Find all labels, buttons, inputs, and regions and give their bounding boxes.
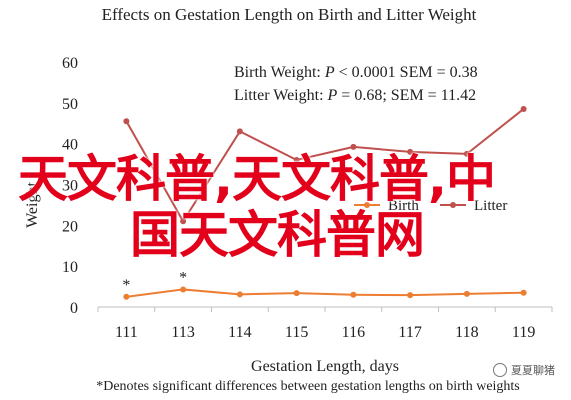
stats-line: Birth Weight: P < 0.0001 SEM = 0.38	[234, 64, 478, 81]
data-point-birth	[350, 291, 357, 298]
data-point-birth	[123, 293, 130, 300]
x-tick-label: 113	[171, 324, 194, 341]
footnote: *Denotes significant differences between…	[96, 379, 520, 394]
data-point-litter	[236, 128, 243, 135]
data-point-birth	[407, 292, 414, 299]
x-tick-label: 118	[455, 324, 478, 341]
x-axis-label: Gestation Length, days	[251, 358, 399, 375]
x-tick-label: 119	[512, 324, 535, 341]
data-point-litter	[180, 218, 187, 225]
data-point-birth	[293, 290, 300, 297]
stats-annotation: Birth Weight: P < 0.0001 SEM = 0.38 Litte…	[234, 64, 478, 104]
x-tick-label: 114	[228, 324, 251, 341]
legend-label-litter: Litter	[474, 198, 507, 214]
data-point-birth	[520, 289, 527, 296]
y-axis-ticks: 0 10 20 30 40 50 60	[62, 55, 78, 317]
y-tick-label: 30	[62, 178, 78, 195]
data-point-birth	[236, 291, 243, 298]
x-tick-label: 111	[115, 324, 138, 341]
stats-line: Litter Weight: P = 0.68; SEM = 11.42	[234, 87, 476, 104]
y-tick-label: 60	[62, 55, 78, 72]
y-tick-label: 0	[70, 300, 78, 317]
significance-markers: * *	[122, 269, 187, 293]
x-tick-label: 117	[398, 324, 421, 341]
x-tick-label: 115	[285, 324, 308, 341]
y-tick-label: 10	[62, 259, 78, 276]
x-tick-label: 116	[342, 324, 365, 341]
data-point-litter	[463, 150, 470, 157]
y-axis-label: Weight	[24, 182, 41, 228]
data-point-litter	[407, 148, 414, 155]
significance-marker: *	[179, 269, 187, 286]
legend-marker-litter	[450, 202, 456, 208]
series-line-birth	[126, 288, 524, 298]
data-point-birth	[180, 286, 187, 293]
chart-title: Effects on Gestation Length on Birth and…	[102, 5, 477, 24]
series-line-litter	[125, 108, 525, 224]
y-tick-label: 40	[62, 137, 78, 154]
data-point-birth	[463, 290, 470, 297]
significance-marker: *	[122, 277, 130, 294]
legend-marker-birth	[364, 202, 370, 208]
data-point-litter	[123, 118, 130, 125]
data-point-litter	[293, 157, 300, 163]
legend: Birth Litter	[354, 198, 507, 214]
y-tick-label: 50	[62, 96, 78, 113]
data-point-litter	[350, 143, 357, 150]
data-point-litter	[520, 105, 527, 112]
x-axis-ticks: 111 113 114 115 116 117 118 119	[97, 307, 553, 341]
y-tick-label: 20	[62, 218, 78, 235]
legend-label-birth: Birth	[388, 198, 419, 214]
series-layer	[123, 105, 527, 300]
